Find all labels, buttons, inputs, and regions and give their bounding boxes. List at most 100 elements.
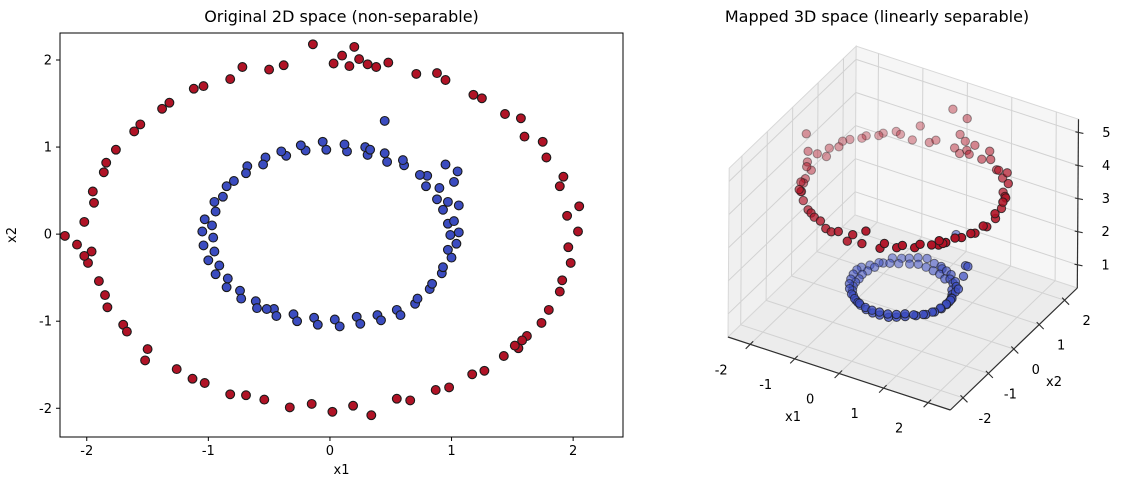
scatter-point-inner-ring-blue [312,319,323,330]
scatter-point-outer-ring-red [93,276,104,287]
scatter3d-point-outer-ring-red [931,135,941,145]
right-plot-title: Mapped 3D space (linearly separable) [725,7,1029,26]
plot3d-group: -2 -1 0 1 2 -2 -1 0 1 2 1 2 3 4 5 [715,45,1111,437]
scatter3d-point-outer-ring-red [998,197,1008,207]
scatter-point-inner-ring-blue [442,244,453,255]
scatter3d-point-outer-ring-red [815,216,826,226]
scatter-point-outer-ring-red [467,369,478,380]
scatter3d-point-outer-ring-red [966,228,976,239]
scatter3d-point-outer-ring-red [848,230,858,240]
scatter-point-outer-ring-red [198,81,209,92]
scatter-point-inner-ring-blue [317,136,328,147]
scatter-point-inner-ring-blue [207,220,217,231]
x1-tick-label: -2 [715,363,728,378]
x-axis-label-2d: x1 [334,463,350,478]
x1-tick [745,340,754,350]
scatter-point-inner-ring-blue [292,316,303,327]
grid-line [740,155,743,325]
scatter3d-point-outer-ring-red [801,129,811,139]
scatter-point-outer-ring-red [171,364,182,375]
scatter3d-point-inner-ring-blue [900,309,910,319]
scatter-point-outer-ring-red [306,398,317,409]
scatter-point-inner-ring-blue [427,278,438,289]
scatter-point-outer-ring-red [362,59,373,70]
scatter-point-inner-ring-blue [379,115,390,126]
scatter-point-outer-ring-red [129,126,140,137]
grid-line [855,191,1078,266]
scatter3d-point-outer-ring-red [879,238,890,249]
scatter-point-outer-ring-red [241,390,251,401]
scatter-point-inner-ring-blue [365,144,376,155]
scatter3d-point-outer-ring-red [845,134,855,145]
scatter-point-outer-ring-red [135,119,146,130]
scatter-point-inner-ring-blue [221,181,232,192]
scatter-point-outer-ring-red [121,326,132,337]
scatter-point-inner-ring-blue [203,255,214,266]
z-tick [1074,197,1084,201]
x2-tick-label: 2 [1082,314,1090,329]
scatter3d-point-outer-ring-red [1002,168,1012,178]
scatter-point-inner-ring-blue [261,304,272,314]
scatter-point-inner-ring-blue [449,216,459,227]
scatter-point-outer-ring-red [237,62,248,72]
scatter-point-outer-ring-red [498,351,509,361]
scatter-point-inner-ring-blue [214,260,225,271]
scatter-point-outer-ring-red [430,385,441,395]
scatter-point-outer-ring-red [558,171,569,182]
scatter3d-point-outer-ring-red [990,209,1000,219]
scatter3d-point-outer-ring-red [796,177,806,187]
z-tick-label: 1 [1101,258,1109,273]
x2-tick-label: -1 [1004,387,1017,402]
scatter-point-inner-ring-blue [442,196,453,207]
scatter-point-inner-ring-blue [382,156,393,167]
scatter-point-inner-ring-blue [452,166,463,177]
scatter-point-inner-ring-blue [449,176,459,187]
scatter-point-inner-ring-blue [446,252,457,263]
x-tick-label: 1 [447,444,455,459]
x2-tick-label: -2 [979,412,992,427]
scatter-point-outer-ring-red [517,335,528,346]
scatter3d-point-outer-ring-red [842,236,852,246]
scatter-point-inner-ring-blue [438,262,448,273]
x2-axis-label-3d: x2 [1046,375,1062,390]
scatter-point-outer-ring-red [98,167,109,178]
grid-line [728,158,856,282]
scatter3d-point-outer-ring-red [897,240,908,251]
scatter-point-inner-ring-blue [434,183,445,193]
scatter3d-point-outer-ring-red [986,154,996,165]
scatter3d-point-outer-ring-red [970,140,980,151]
x-tick-label: 2 [569,444,577,459]
scatter3d-point-outer-ring-red [802,157,813,167]
y-axis-label-2d: x2 [5,227,20,243]
x2-tick [960,394,968,403]
scatter3d-point-outer-ring-red [985,146,995,156]
scatter3d-point-outer-ring-red [915,239,925,250]
y-tick-label: 1 [44,141,52,156]
scatter3d-point-outer-ring-red [955,129,965,140]
scatter-point-inner-ring-blue [412,293,423,304]
grid-line [728,59,857,182]
x1-tick-label: 2 [895,422,903,437]
scatter-point-outer-ring-red [225,389,236,400]
scatter-point-outer-ring-red [563,242,574,253]
grid-line [855,92,1079,166]
grid-line [965,82,968,252]
scatter-point-outer-ring-red [543,304,554,315]
scatter-point-outer-ring-red [307,39,318,50]
scatter-point-inner-ring-blue [210,269,221,280]
grid-line [855,125,1079,200]
x-tick-label: -2 [80,444,93,459]
scatter-point-outer-ring-red [79,216,90,227]
scatter-point-inner-ring-blue [210,206,221,217]
scatter3d-point-inner-ring-blue [885,258,895,268]
scatter-point-inner-ring-blue [339,139,350,150]
y-tick-label: 2 [44,53,52,68]
x2-tick-label: 1 [1057,339,1065,354]
scatter-point-inner-ring-blue [329,314,340,325]
scatter-point-outer-ring-red [187,373,198,384]
scatter-point-outer-ring-red [354,54,365,65]
scatter3d-point-inner-ring-blue [891,309,902,320]
scatter-point-outer-ring-red [344,61,355,72]
scatter-point-outer-ring-red [541,152,552,163]
scatter-point-inner-ring-blue [252,303,262,314]
